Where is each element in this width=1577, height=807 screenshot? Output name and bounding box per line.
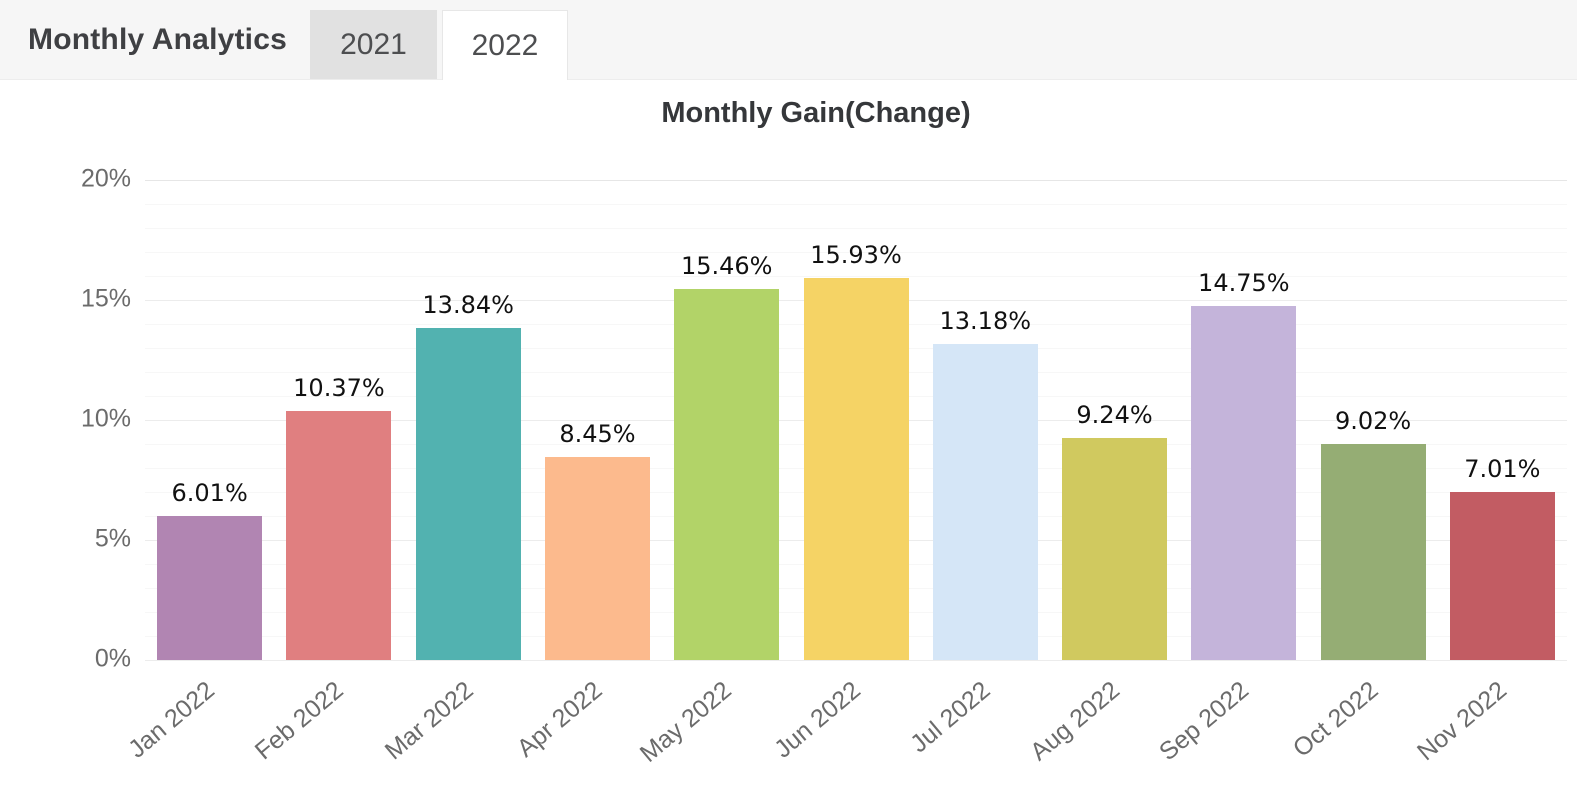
page-title: Monthly Analytics [28, 22, 287, 56]
x-axis-label: Mar 2022 [379, 676, 479, 766]
bar-sep-2022[interactable] [1191, 306, 1297, 660]
tab-2021[interactable]: 2021 [310, 10, 437, 79]
bar-value-label: 14.75% [1198, 269, 1290, 297]
bar-oct-2022[interactable] [1320, 443, 1426, 660]
x-axis-label: Apr 2022 [511, 676, 608, 763]
chart-title: Monthly Gain(Change) [661, 97, 971, 129]
y-axis-label: 10% [80, 404, 131, 433]
bar-value-label: 9.02% [1334, 406, 1412, 435]
bar-aug-2022[interactable] [1062, 438, 1168, 660]
y-axis-label: 5% [94, 524, 131, 553]
bar-value-label: 13.18% [939, 306, 1032, 335]
x-axis-label: Feb 2022 [249, 676, 349, 766]
bar-value-label: 7.01% [1464, 454, 1541, 483]
gridline-minor [145, 252, 1567, 253]
bar-jul-2022[interactable] [932, 343, 1038, 660]
bar-value-label: 10.37% [293, 374, 385, 403]
y-axis-label: 15% [80, 284, 131, 313]
bar-feb-2022[interactable] [286, 411, 392, 660]
gridline-minor [145, 204, 1567, 205]
bar-value-label: 13.84% [422, 290, 514, 319]
gridline-minor [145, 276, 1567, 277]
bar-value-label: 15.46% [680, 251, 773, 280]
gridline-minor [145, 228, 1567, 229]
bar-mar-2022[interactable] [415, 327, 521, 660]
x-axis-label: Sep 2022 [1153, 676, 1254, 767]
bar-jan-2022[interactable] [157, 515, 263, 660]
x-axis-label: Nov 2022 [1412, 676, 1513, 767]
bar-apr-2022[interactable] [544, 457, 650, 660]
y-axis-label: 0% [94, 644, 131, 673]
x-axis-label: Jan 2022 [122, 676, 220, 764]
bar-chart-plot: 0% 5% 10% 15% 20% 6.01% Jan 2022 10.37% Feb 2022… [81, 164, 1567, 768]
year-tabs: 2021 2022 [310, 10, 568, 80]
header-bar: Monthly Analytics 2021 2022 [0, 0, 1577, 80]
tab-2022[interactable]: 2022 [442, 10, 568, 80]
bar-value-label: 9.24% [1076, 401, 1153, 430]
x-axis-label: Jul 2022 [904, 676, 996, 759]
gridline-major [145, 660, 1567, 661]
bar-may-2022[interactable] [674, 288, 780, 660]
bar-value-label: 6.01% [171, 478, 248, 507]
x-axis-label: Jun 2022 [769, 676, 866, 764]
x-axis-label: Oct 2022 [1287, 676, 1384, 763]
x-axis-label: May 2022 [634, 676, 737, 769]
bar-jun-2022[interactable] [803, 277, 909, 660]
bar-value-label: 8.45% [559, 420, 636, 449]
bar-value-label: 15.93% [810, 240, 902, 269]
gridline-major [145, 180, 1567, 181]
x-axis-label: Aug 2022 [1024, 676, 1125, 767]
y-axis-label: 20% [80, 164, 131, 193]
bar-nov-2022[interactable] [1449, 491, 1555, 660]
